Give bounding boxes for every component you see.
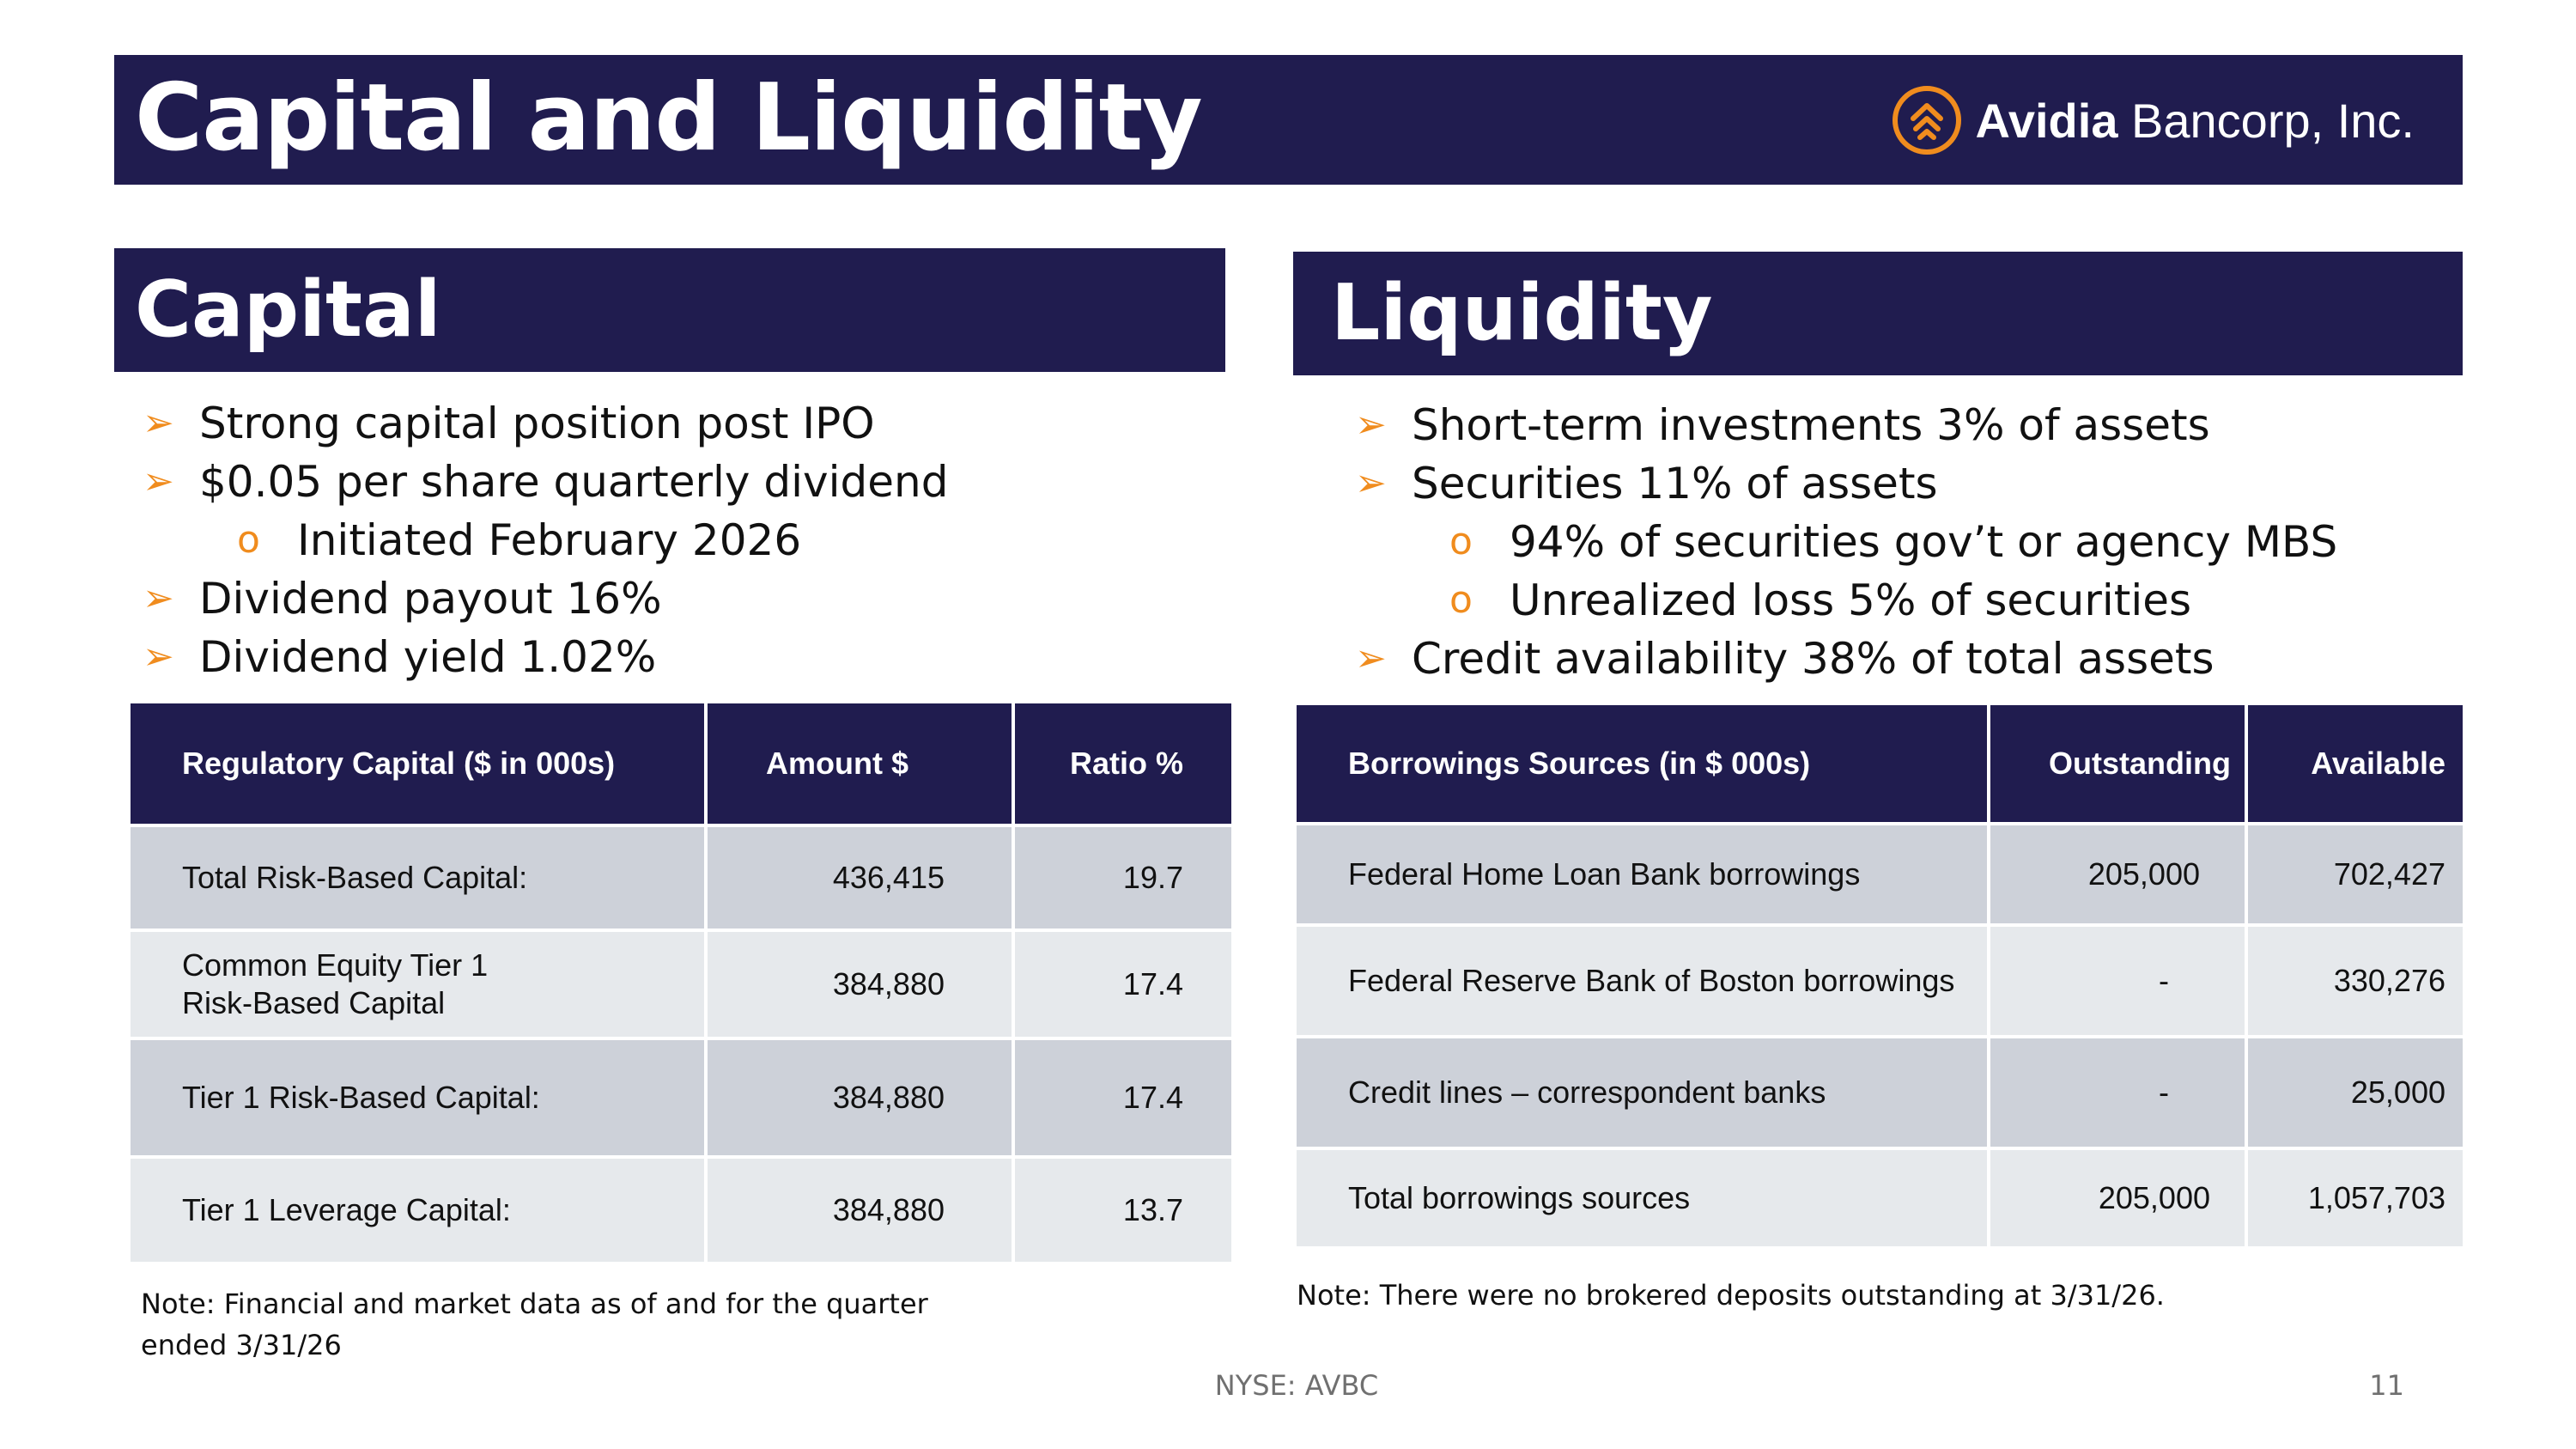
table-header-row: Borrowings Sources (in $ 000s) Outstandi…	[1293, 702, 2466, 825]
row-label: Tier 1 Leverage Capital:	[127, 1155, 708, 1265]
outstanding-cell: 205,000	[1987, 1147, 2248, 1250]
column-header: Amount $	[704, 700, 1015, 827]
table-row: Common Equity Tier 1 Risk-Based Capital …	[127, 928, 1235, 1040]
bullet-item: ➢ Credit availability 38% of total asset…	[1355, 630, 2454, 688]
logo-wordmark-bold: Avidia	[1975, 93, 2118, 148]
table-row: Tier 1 Risk-Based Capital: 384,880 17.4	[127, 1037, 1235, 1159]
amount-cell: 384,880	[704, 1155, 1015, 1265]
capital-heading-bar: Capital	[114, 248, 1225, 372]
bullet-text: Unrealized loss 5% of securities	[1510, 575, 2192, 625]
bullet-text: Strong capital position post IPO	[199, 399, 875, 448]
row-label: Federal Reserve Bank of Boston borrowing…	[1293, 923, 1990, 1038]
ratio-cell: 17.4	[1012, 1037, 1235, 1159]
circle-bullet-icon: o	[1449, 520, 1473, 563]
borrowings-sources-table: Borrowings Sources (in $ 000s) Outstandi…	[1293, 702, 2466, 1250]
sub-bullet-item: o 94% of securities gov’t or agency MBS	[1355, 513, 2454, 571]
liquidity-heading: Liquidity	[1331, 268, 1713, 358]
ratio-cell: 19.7	[1012, 824, 1235, 932]
page-number: 11	[2369, 1369, 2404, 1402]
bullet-item: ➢ Strong capital position post IPO	[143, 394, 1216, 453]
outstanding-cell: -	[1987, 923, 2248, 1038]
ratio-cell: 13.7	[1012, 1155, 1235, 1265]
title-bar: Capital and Liquidity Avidia Bancorp, In…	[114, 55, 2463, 185]
ratio-cell: 17.4	[1012, 928, 1235, 1040]
row-label: Total borrowings sources	[1293, 1147, 1990, 1250]
sub-bullet-item: o Unrealized loss 5% of securities	[1355, 571, 2454, 630]
column-header: Regulatory Capital ($ in 000s)	[127, 700, 708, 827]
bullet-text: Dividend yield 1.02%	[199, 632, 657, 682]
available-cell: 25,000	[2245, 1035, 2466, 1150]
bullet-text: Credit availability 38% of total assets	[1412, 634, 2215, 684]
table-row: Federal Reserve Bank of Boston borrowing…	[1293, 923, 2466, 1038]
logo-wordmark-light: Bancorp, Inc.	[2131, 93, 2415, 148]
row-label: Tier 1 Risk-Based Capital:	[127, 1037, 708, 1159]
amount-cell: 384,880	[704, 1037, 1015, 1159]
page-title: Capital and Liquidity	[135, 64, 1203, 172]
bullet-item: ➢ $0.05 per share quarterly dividend	[143, 453, 1216, 511]
bullet-text: Dividend payout 16%	[199, 574, 662, 624]
table-row: Total borrowings sources 205,000 1,057,7…	[1293, 1147, 2466, 1250]
regulatory-capital-table: Regulatory Capital ($ in 000s) Amount $ …	[127, 700, 1235, 1265]
column-header: Available	[2245, 702, 2466, 825]
liquidity-heading-bar: Liquidity	[1293, 252, 2463, 375]
capital-bullet-list: ➢ Strong capital position post IPO ➢ $0.…	[143, 394, 1216, 686]
column-header: Outstanding	[1987, 702, 2248, 825]
liquidity-bullet-list: ➢ Short-term investments 3% of assets ➢ …	[1355, 396, 2454, 688]
avidia-logo-icon	[1893, 86, 1962, 155]
outstanding-cell: -	[1987, 1035, 2248, 1150]
table-row: Credit lines – correspondent banks - 25,…	[1293, 1035, 2466, 1150]
note-line: Note: Financial and market data as of an…	[141, 1288, 928, 1320]
available-cell: 702,427	[2245, 822, 2466, 927]
bullet-item: ➢ Dividend yield 1.02%	[143, 628, 1216, 686]
bullet-item: ➢ Short-term investments 3% of assets	[1355, 396, 2454, 454]
column-header: Ratio %	[1012, 700, 1235, 827]
row-label-line: Common Equity Tier 1	[182, 947, 489, 983]
outstanding-cell: 205,000	[1987, 822, 2248, 927]
liquidity-note: Note: There were no brokered deposits ou…	[1297, 1279, 2165, 1312]
arrow-bullet-icon: ➢	[1355, 636, 1387, 680]
bullet-item: ➢ Dividend payout 16%	[143, 569, 1216, 628]
circle-bullet-icon: o	[1449, 578, 1473, 622]
footer-ticker: NYSE: AVBC	[1214, 1369, 1379, 1402]
bullet-text: Initiated February 2026	[297, 515, 802, 565]
note-line: ended 3/31/26	[141, 1329, 342, 1361]
column-header: Borrowings Sources (in $ 000s)	[1293, 702, 1990, 825]
arrow-bullet-icon: ➢	[1355, 461, 1387, 505]
capital-heading: Capital	[135, 265, 441, 355]
bullet-item: ➢ Securities 11% of assets	[1355, 454, 2454, 513]
arrow-bullet-icon: ➢	[1355, 403, 1387, 447]
available-cell: 1,057,703	[2245, 1147, 2466, 1250]
circle-bullet-icon: o	[237, 518, 260, 562]
arrow-bullet-icon: ➢	[143, 401, 174, 445]
row-label: Credit lines – correspondent banks	[1293, 1035, 1990, 1150]
row-label: Total Risk-Based Capital:	[127, 824, 708, 932]
arrow-bullet-icon: ➢	[143, 635, 174, 679]
sub-bullet-item: o Initiated February 2026	[143, 511, 1216, 569]
amount-cell: 436,415	[704, 824, 1015, 932]
bullet-text: Short-term investments 3% of assets	[1412, 400, 2210, 450]
table-row: Tier 1 Leverage Capital: 384,880 13.7	[127, 1155, 1235, 1265]
bullet-text: 94% of securities gov’t or agency MBS	[1510, 517, 2338, 567]
arrow-bullet-icon: ➢	[143, 576, 174, 620]
available-cell: 330,276	[2245, 923, 2466, 1038]
row-label: Common Equity Tier 1 Risk-Based Capital	[127, 928, 708, 1040]
table-row: Federal Home Loan Bank borrowings 205,00…	[1293, 822, 2466, 927]
arrow-bullet-icon: ➢	[143, 460, 174, 503]
capital-note: Note: Financial and market data as of an…	[141, 1283, 1051, 1366]
bullet-text: $0.05 per share quarterly dividend	[199, 457, 949, 507]
company-logo: Avidia Bancorp, Inc.	[1891, 84, 2415, 156]
table-row: Total Risk-Based Capital: 436,415 19.7	[127, 824, 1235, 932]
table-header-row: Regulatory Capital ($ in 000s) Amount $ …	[127, 700, 1235, 827]
row-label: Federal Home Loan Bank borrowings	[1293, 822, 1990, 927]
logo-wordmark: Avidia Bancorp, Inc.	[1975, 93, 2415, 149]
bullet-text: Securities 11% of assets	[1412, 459, 1938, 508]
amount-cell: 384,880	[704, 928, 1015, 1040]
row-label-line: Risk-Based Capital	[182, 985, 446, 1020]
